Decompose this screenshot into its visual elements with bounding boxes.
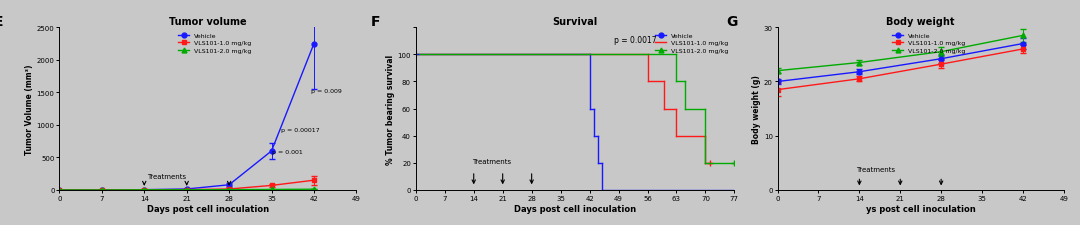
Y-axis label: Tumor Volume (mm³): Tumor Volume (mm³): [25, 64, 33, 154]
Text: E: E: [0, 15, 3, 29]
Text: Treatments: Treatments: [856, 166, 895, 172]
X-axis label: Days post cell inoculation: Days post cell inoculation: [514, 204, 636, 213]
X-axis label: Days post cell inoculation: Days post cell inoculation: [147, 204, 269, 213]
Legend: Vehicle, VLS101-1.0 mg/kg, VLS101-2.0 mg/kg: Vehicle, VLS101-1.0 mg/kg, VLS101-2.0 mg…: [175, 31, 254, 56]
Y-axis label: Body weight (g): Body weight (g): [752, 75, 761, 143]
Title: Body weight: Body weight: [887, 17, 955, 27]
Text: p = 0.0017: p = 0.0017: [615, 36, 657, 45]
Title: Survival: Survival: [553, 17, 597, 27]
Text: G: G: [726, 15, 738, 29]
Y-axis label: % Tumor bearing survival: % Tumor bearing survival: [386, 54, 394, 164]
Title: Tumor volume: Tumor volume: [170, 17, 246, 27]
Text: F: F: [372, 15, 380, 29]
Text: p = 0.009: p = 0.009: [311, 89, 341, 94]
Legend: Vehicle, VLS101-1.0 mg/kg, VLS101-2.0 mg/kg: Vehicle, VLS101-1.0 mg/kg, VLS101-2.0 mg…: [890, 31, 968, 56]
Legend: Vehicle, VLS101-1.0 mg/kg, VLS101-2.0 mg/kg: Vehicle, VLS101-1.0 mg/kg, VLS101-2.0 mg…: [652, 31, 731, 56]
Text: Treatments: Treatments: [472, 158, 511, 164]
Text: p = 0.00017: p = 0.00017: [281, 128, 320, 133]
Text: p = 0.001: p = 0.001: [271, 149, 302, 154]
X-axis label: ys post cell inoculation: ys post cell inoculation: [866, 204, 975, 213]
Text: Treatments: Treatments: [147, 173, 187, 180]
